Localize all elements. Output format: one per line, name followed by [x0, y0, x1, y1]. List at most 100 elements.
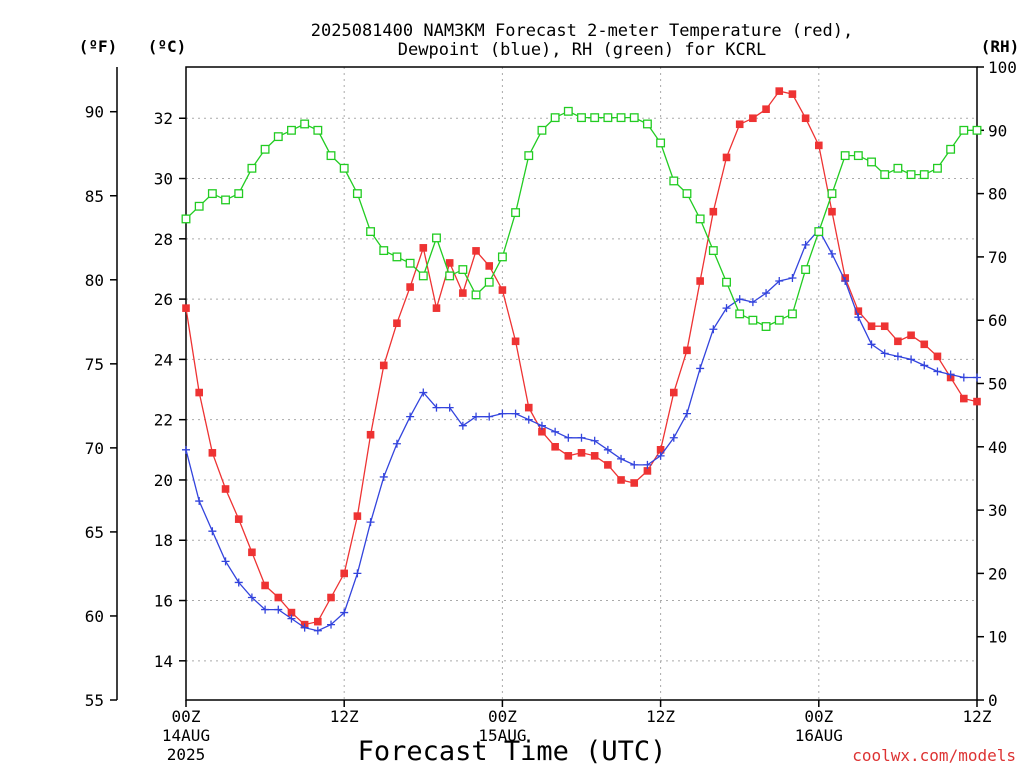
- rh-tick-label: 60: [988, 311, 1007, 330]
- temperature-point: [788, 90, 797, 98]
- time-tick-label: 00Z: [172, 707, 201, 726]
- rh-point: [853, 151, 863, 161]
- rh-point: [827, 189, 837, 199]
- rh-point: [563, 106, 573, 116]
- temperature-line: [185, 90, 978, 626]
- rh-point: [919, 170, 929, 180]
- rh-point: [207, 189, 217, 199]
- unit-label-c: (ºC): [148, 37, 187, 56]
- dewpoint-point: [656, 451, 665, 460]
- temperature-point: [735, 120, 744, 129]
- temperature-point: [775, 87, 784, 95]
- rh-point: [735, 309, 745, 319]
- dewpoint-point: [748, 298, 757, 307]
- celsius-axis: 14 16 18 20 22 24 26 28 30 32: [154, 109, 186, 671]
- rh-point: [748, 315, 758, 325]
- dewpoint-point: [669, 433, 678, 442]
- temperature-point: [208, 449, 217, 457]
- temperature-point: [749, 114, 757, 123]
- dewpoint-point: [458, 421, 467, 430]
- rh-line: [185, 110, 977, 328]
- chart-title-line1: 2025081400 NAM3KM Forecast 2-meter Tempe…: [311, 21, 853, 41]
- temperature-point: [630, 479, 639, 487]
- dewpoint-point: [498, 409, 507, 418]
- dewpoint-point: [867, 340, 876, 349]
- rh-point: [537, 125, 547, 135]
- dewpoint-point: [195, 497, 204, 506]
- credit-text: coolwx.com/models: [852, 746, 1016, 765]
- rh-axis: 0 10 20 30 40 50 60 70 80 90 100: [977, 58, 1017, 710]
- temperature-point: [960, 394, 968, 403]
- dewpoint-point: [893, 352, 902, 361]
- year-tick-label: 2025: [167, 745, 206, 764]
- rh-tick-label: 40: [988, 438, 1007, 457]
- rh-point: [708, 246, 718, 256]
- dewpoint-point: [353, 569, 362, 578]
- dewpoint-point: [841, 277, 850, 286]
- dewpoint-point: [564, 433, 573, 442]
- rh-point: [497, 252, 507, 262]
- dewpoint-point: [933, 367, 942, 376]
- temperature-point: [459, 289, 467, 297]
- dewpoint-point: [432, 403, 441, 412]
- dewpoint-point: [340, 608, 349, 617]
- rh-point: [893, 163, 903, 173]
- rh-point: [682, 189, 692, 199]
- temperature-point: [973, 397, 981, 406]
- temperature-point: [815, 141, 823, 150]
- temperature-point: [314, 617, 322, 626]
- f-tick-label: 65: [85, 523, 104, 542]
- time-tick-label: 00Z: [488, 707, 517, 726]
- rh-point: [880, 170, 890, 180]
- temperature-point: [551, 443, 559, 451]
- dewpoint-point: [762, 289, 771, 298]
- dewpoint-point: [590, 436, 599, 445]
- rh-point: [247, 163, 257, 173]
- rh-point: [418, 271, 428, 281]
- rh-point: [432, 233, 441, 243]
- temperature-point: [195, 388, 203, 397]
- rh-point: [933, 163, 942, 173]
- f-tick-label: 75: [85, 355, 104, 374]
- c-tick-label: 16: [154, 592, 173, 611]
- temperature-point: [564, 452, 573, 460]
- dewpoint-point: [221, 557, 230, 566]
- dewpoint-point: [617, 454, 626, 463]
- rh-tick-label: 10: [988, 628, 1007, 647]
- rh-point: [722, 277, 731, 287]
- temperature-point: [617, 476, 625, 484]
- rh-point: [511, 208, 521, 218]
- dewpoint-point: [472, 412, 481, 421]
- dewpoint-point: [406, 412, 415, 421]
- rh-series: [181, 106, 982, 331]
- dewpoint-point: [603, 445, 612, 454]
- rh-point: [484, 277, 494, 287]
- series-group: [181, 87, 982, 635]
- temperature-point: [406, 283, 414, 291]
- temperature-point: [880, 322, 889, 331]
- dewpoint-point: [234, 578, 243, 587]
- rh-point: [339, 163, 349, 173]
- rh-point: [603, 113, 613, 123]
- dewpoint-point: [907, 355, 916, 364]
- time-tick-label: 12Z: [963, 707, 992, 726]
- temperature-point: [801, 114, 810, 123]
- dewpoint-point: [854, 313, 863, 322]
- temperature-point: [524, 403, 533, 412]
- rh-tick-label: 0: [988, 691, 998, 710]
- dewpoint-point: [485, 412, 494, 421]
- rh-point: [642, 119, 652, 129]
- dewpoint-point: [630, 460, 639, 469]
- rh-point: [906, 170, 916, 180]
- temperature-point: [643, 467, 652, 475]
- rh-point: [695, 214, 705, 224]
- temperature-point: [867, 322, 876, 331]
- dewpoint-point: [959, 373, 968, 382]
- temperature-point: [538, 427, 546, 436]
- dewpoint-point: [379, 472, 388, 481]
- rh-point: [787, 309, 797, 319]
- dewpoint-point: [524, 415, 533, 424]
- rh-point: [867, 157, 876, 167]
- dewpoint-point: [445, 403, 454, 412]
